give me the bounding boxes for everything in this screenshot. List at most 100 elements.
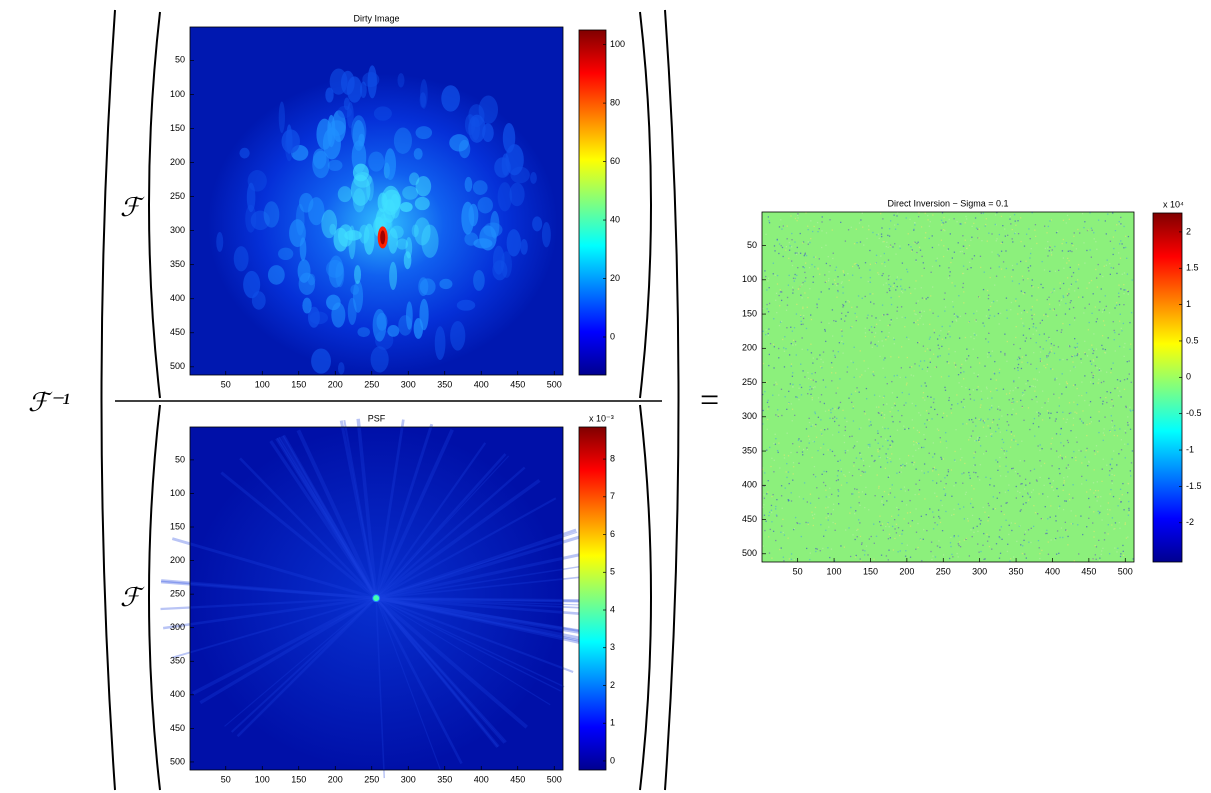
noise-pixel (1000, 510, 1003, 513)
noise-pixel (767, 408, 769, 410)
noise-pixel (1047, 315, 1049, 317)
psf-sidelobe (375, 531, 578, 599)
noise-pixel (853, 465, 855, 467)
noise-pixel (858, 496, 860, 498)
noise-pixel (776, 515, 778, 517)
noise-pixel (1008, 399, 1010, 401)
noise-pixel (887, 324, 889, 327)
y-tick-label: 100 (742, 274, 757, 284)
noise-pixel (1052, 368, 1054, 370)
noise-pixel (874, 343, 876, 346)
noise-pixel (980, 266, 982, 269)
noise-pixel (1065, 386, 1067, 388)
noise-pixel (975, 334, 978, 336)
noise-pixel (932, 467, 934, 470)
noise-pixel (981, 398, 983, 400)
colorbar-tick-label: -0.5 (1186, 408, 1202, 418)
noise-pixel (925, 513, 927, 516)
noise-pixel (885, 282, 887, 284)
noise-pixel (766, 289, 768, 291)
noise-pixel (921, 559, 923, 562)
noise-pixel (1005, 519, 1007, 521)
noise-pixel (889, 537, 892, 539)
noise-pixel (1018, 356, 1020, 358)
emission-blob (328, 255, 344, 288)
noise-pixel (920, 515, 923, 517)
noise-pixel (893, 375, 895, 377)
noise-pixel (1109, 273, 1111, 276)
noise-pixel (819, 354, 821, 356)
noise-pixel (887, 493, 890, 496)
noise-pixel (854, 312, 856, 315)
noise-pixel (768, 552, 771, 554)
noise-pixel (933, 398, 935, 400)
noise-pixel (1034, 386, 1037, 388)
noise-pixel (889, 245, 891, 247)
noise-pixel (1054, 245, 1056, 248)
noise-pixel (1081, 394, 1083, 397)
noise-pixel (996, 300, 998, 302)
noise-pixel (898, 471, 901, 473)
emission-blob (396, 238, 409, 250)
emission-blob (414, 196, 430, 211)
noise-pixel (1123, 289, 1125, 291)
noise-pixel (1043, 269, 1046, 271)
noise-pixel (810, 318, 813, 321)
noise-pixel (800, 535, 802, 538)
noise-pixel (1073, 232, 1075, 234)
noise-pixel (973, 452, 975, 454)
noise-pixel (1062, 536, 1064, 539)
x-tick-label: 50 (221, 774, 231, 784)
noise-pixel (1037, 539, 1040, 542)
noise-pixel (1069, 345, 1071, 348)
noise-pixel (947, 277, 950, 279)
noise-pixel (1053, 288, 1055, 290)
noise-pixel (815, 547, 817, 550)
noise-pixel (1035, 367, 1038, 370)
noise-pixel (1122, 322, 1125, 325)
noise-pixel (840, 318, 842, 320)
noise-pixel (1045, 366, 1047, 369)
psf-sidelobe (375, 598, 386, 779)
noise-pixel (882, 396, 885, 399)
noise-pixel (783, 350, 786, 352)
noise-pixel (918, 212, 920, 214)
noise-pixel (995, 459, 997, 461)
noise-pixel (965, 360, 967, 362)
noise-pixel (915, 508, 917, 510)
noise-pixel (904, 289, 906, 291)
noise-pixel (918, 365, 921, 367)
noise-pixel (953, 535, 955, 537)
noise-pixel (882, 445, 884, 447)
noise-pixel (1049, 270, 1051, 273)
noise-pixel (870, 326, 873, 328)
noise-pixel (877, 430, 879, 432)
noise-pixel (806, 547, 808, 550)
noise-pixel (988, 332, 990, 334)
noise-pixel (937, 509, 940, 511)
noise-pixel (847, 311, 849, 313)
noise-pixel (774, 433, 776, 435)
noise-pixel (905, 384, 908, 386)
noise-pixel (961, 385, 963, 388)
noise-pixel (954, 460, 956, 462)
noise-pixel (788, 499, 790, 502)
noise-pixel (1013, 343, 1015, 346)
noise-pixel (935, 469, 937, 471)
noise-pixel (960, 223, 962, 225)
noise-pixel (1020, 367, 1023, 370)
noise-pixel (1009, 218, 1011, 220)
noise-pixel (1066, 439, 1069, 442)
emission-blob (344, 230, 362, 241)
noise-pixel (1036, 299, 1038, 301)
emission-blob (263, 201, 280, 228)
noise-pixel (783, 560, 785, 562)
noise-pixel (1010, 433, 1013, 435)
noise-pixel (1059, 304, 1061, 306)
noise-pixel (771, 557, 773, 559)
noise-pixel (917, 300, 919, 302)
noise-pixel (943, 229, 945, 231)
inner-right-paren (639, 404, 652, 791)
noise-pixel (1069, 370, 1072, 372)
noise-pixel (864, 370, 866, 372)
